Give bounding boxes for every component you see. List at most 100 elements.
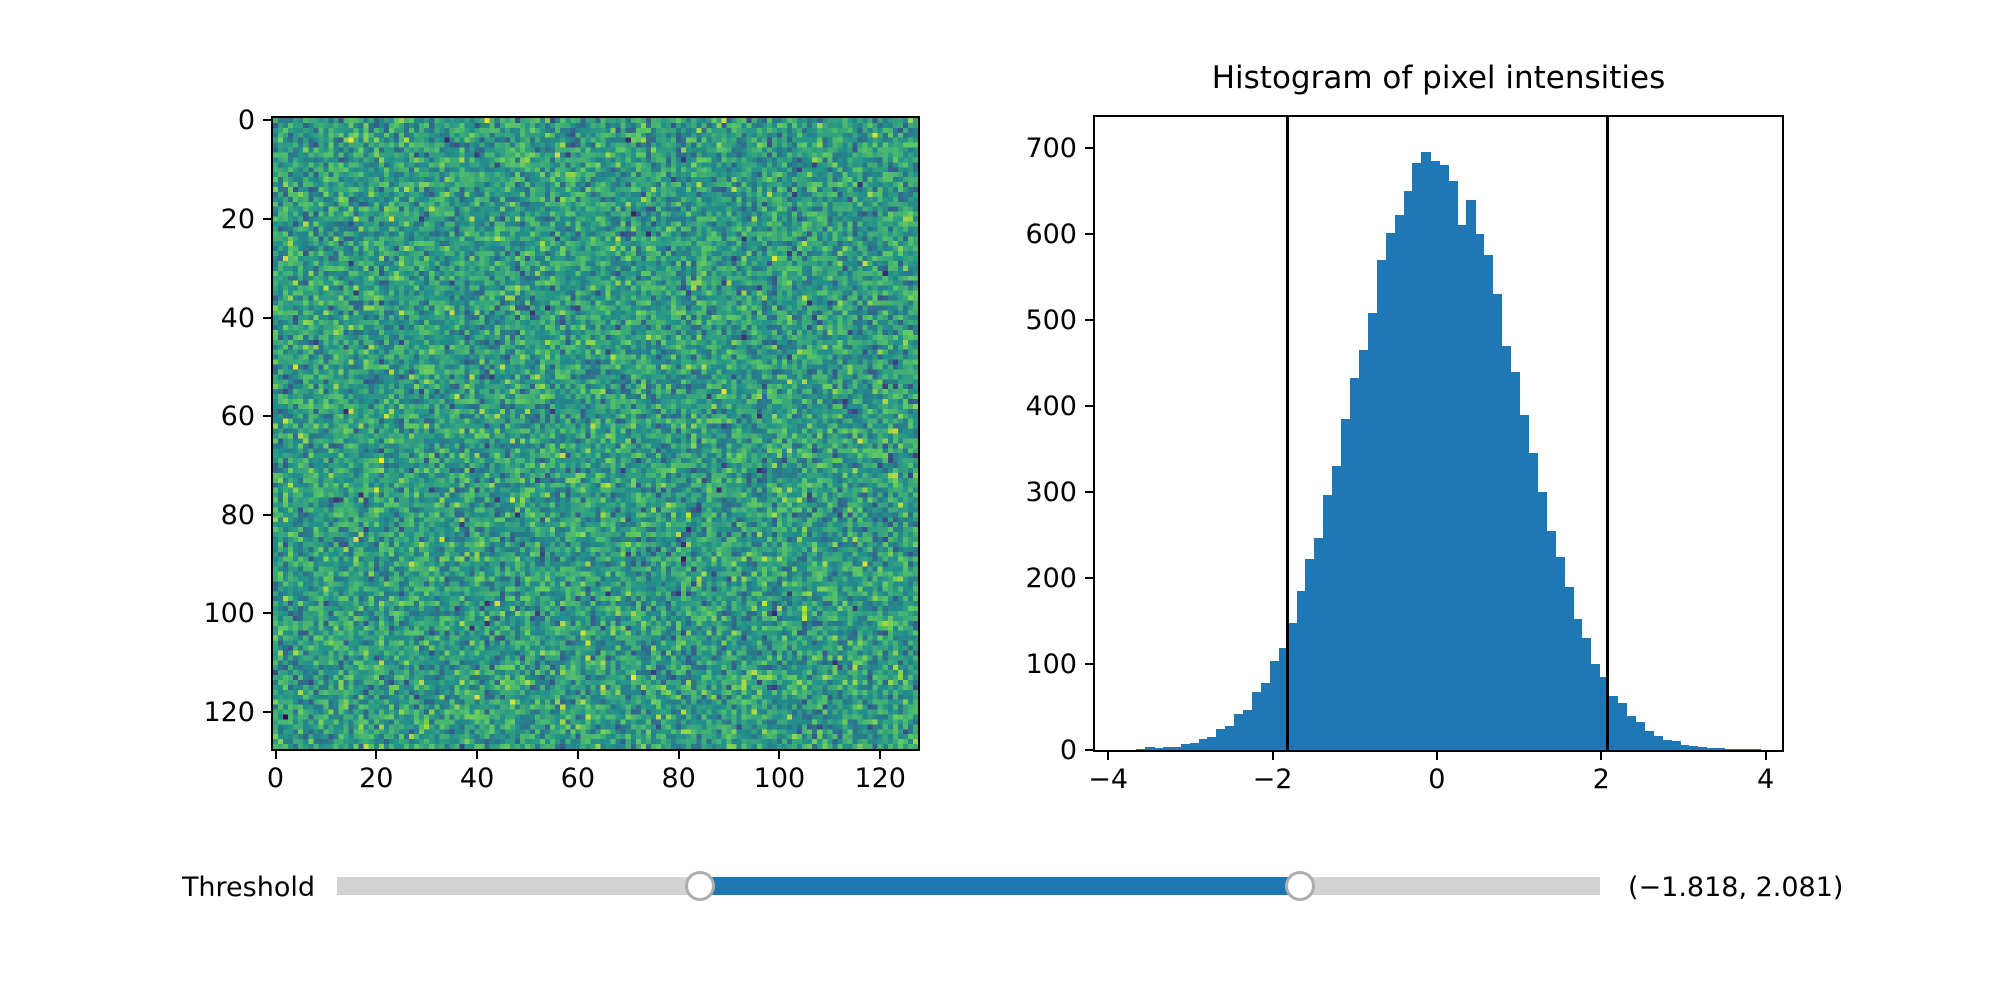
histogram-y-tick-label: 200: [1025, 562, 1077, 594]
histogram-bar: [1653, 736, 1663, 750]
histogram-bar: [1564, 586, 1574, 750]
image-y-tickmark: [263, 316, 271, 319]
image-x-tickmark: [879, 751, 882, 759]
histogram-bar: [1697, 747, 1708, 750]
histogram-y-tickmark: [1085, 318, 1093, 321]
image-y-tick-label: 120: [203, 697, 255, 729]
histogram-x-tick-label: −4: [1088, 764, 1129, 795]
histogram-bar: [1715, 748, 1726, 750]
histogram-bar: [1260, 682, 1271, 750]
histogram-y-tickmark: [1085, 232, 1093, 235]
histogram-x-tick-label: 0: [1428, 764, 1446, 795]
histogram-y-tickmark: [1085, 490, 1093, 493]
histogram-bar: [1234, 713, 1244, 750]
image-y-tickmark: [263, 612, 271, 615]
image-x-tick-label: 60: [560, 763, 596, 794]
threshold-line: [1285, 117, 1289, 750]
histogram-y-tick-label: 100: [1025, 648, 1077, 680]
slider-handle-high[interactable]: [1285, 871, 1316, 901]
slider-active-range[interactable]: [700, 877, 1301, 895]
histogram-bar: [1225, 725, 1235, 750]
image-y-tickmark: [263, 711, 271, 714]
histogram-bar: [1251, 692, 1262, 750]
image-x-tick-label: 100: [753, 763, 806, 794]
histogram-bar: [1153, 748, 1164, 750]
histogram-bar: [1492, 294, 1503, 750]
histogram-bar: [1145, 747, 1155, 750]
histogram-bar: [1519, 414, 1529, 750]
histogram-x-tickmark: [1435, 752, 1438, 760]
histogram-bar: [1679, 744, 1690, 750]
histogram-bar: [1350, 378, 1360, 750]
histogram-title: Histogram of pixel intensities: [1211, 60, 1666, 96]
histogram-bar: [1332, 466, 1342, 750]
histogram-bar: [1278, 647, 1289, 750]
image-x-tick-label: 20: [359, 763, 394, 794]
histogram-bar: [1216, 729, 1226, 750]
noise-image-canvas: [273, 118, 918, 749]
image-x-tick-label: 0: [266, 763, 285, 794]
histogram-y-tick-label: 700: [1025, 132, 1077, 164]
histogram-bar: [1448, 180, 1458, 750]
image-y-tickmark: [263, 513, 271, 516]
histogram-bar: [1510, 371, 1521, 750]
histogram-bar: [1323, 495, 1333, 750]
histogram-bar: [1626, 715, 1636, 750]
slider-handle-low[interactable]: [685, 871, 716, 901]
histogram-bar: [1572, 619, 1583, 750]
image-x-tick-label: 120: [854, 763, 906, 794]
histogram-bar: [1439, 165, 1449, 750]
histogram-bar: [1367, 313, 1378, 750]
image-x-tickmark: [375, 751, 378, 759]
histogram-bar: [1724, 749, 1735, 750]
histogram-y-tickmark: [1085, 576, 1093, 579]
threshold-line: [1606, 117, 1610, 750]
histogram-bar: [1671, 740, 1681, 750]
image-y-tick-label: 80: [220, 499, 255, 531]
histogram-bar: [1742, 749, 1752, 750]
histogram-x-tickmark: [1271, 752, 1274, 760]
histogram-bar: [1162, 746, 1173, 750]
histogram-bar: [1207, 737, 1217, 750]
image-y-tickmark: [263, 415, 271, 418]
slider-value-text: (−1.818, 2.081): [1628, 872, 1844, 903]
histogram-bar: [1483, 255, 1494, 750]
histogram-bar: [1198, 738, 1209, 750]
image-y-tick-label: 0: [237, 105, 255, 137]
slider-label: Threshold: [181, 872, 315, 903]
histogram-x-tick-label: 2: [1592, 764, 1610, 795]
histogram-bar: [1269, 660, 1280, 750]
histogram-bar: [1287, 622, 1298, 750]
histogram-bar: [1394, 215, 1405, 750]
histogram-bar: [1341, 418, 1351, 750]
histogram-y-tickmark: [1085, 146, 1093, 149]
histogram-bar: [1430, 160, 1440, 750]
histogram-bar: [1465, 199, 1476, 750]
image-x-tickmark: [274, 751, 277, 759]
histogram-bar: [1537, 491, 1547, 750]
histogram-bar: [1706, 748, 1717, 750]
histogram-y-tick-label: 400: [1025, 390, 1077, 422]
image-y-tickmark: [263, 119, 271, 122]
histogram-bar: [1421, 152, 1431, 750]
histogram-bar: [1171, 746, 1182, 750]
histogram-bar: [1403, 190, 1414, 750]
histogram-y-tickmark: [1085, 749, 1093, 751]
histogram-bar: [1385, 233, 1396, 750]
histogram-bar: [1590, 664, 1601, 750]
histogram-x-tickmark: [1600, 752, 1603, 760]
histogram-bar: [1376, 259, 1387, 750]
histogram-y-tick-label: 300: [1025, 476, 1077, 508]
histogram-bar: [1662, 739, 1672, 750]
histogram-bar: [1358, 350, 1369, 750]
histogram-bar: [1189, 743, 1200, 750]
histogram-x-tickmark: [1764, 752, 1767, 760]
histogram-x-tick-label: −2: [1252, 764, 1293, 795]
histogram-bar: [1581, 638, 1592, 750]
histogram-bar: [1751, 749, 1761, 750]
histogram-bar: [1314, 537, 1324, 750]
image-y-tick-label: 60: [220, 401, 255, 433]
image-x-tickmark: [778, 751, 781, 759]
image-x-tick-label: 40: [459, 763, 495, 794]
